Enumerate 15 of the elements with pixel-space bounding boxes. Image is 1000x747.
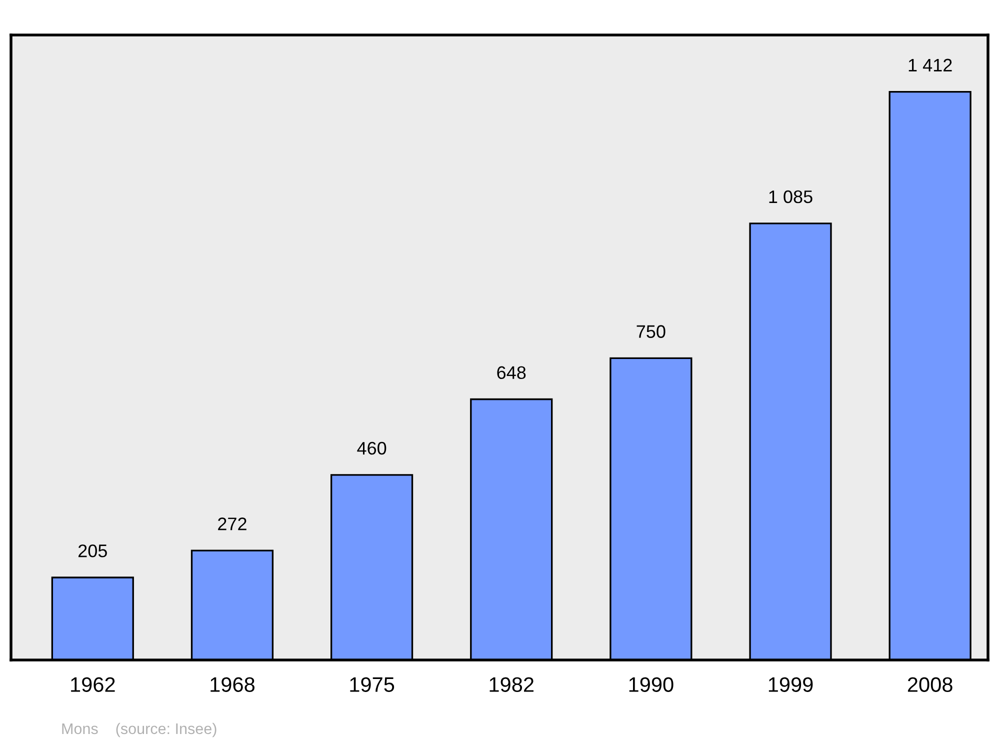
data-label: 1 412	[908, 58, 952, 72]
text: Mons (source: Insee)	[62, 722, 216, 738]
data-label: 750	[636, 325, 666, 338]
x-tick-label: 1962	[71, 677, 115, 692]
data-label: 205	[78, 544, 107, 558]
x-tick-label: 2008	[908, 677, 952, 692]
x-tick-label: 1968	[210, 677, 254, 692]
data-label: 460	[357, 442, 386, 455]
data-label: 272	[218, 518, 246, 530]
data-label: 648	[497, 366, 526, 380]
x-tick-label: 1982	[490, 677, 534, 692]
data-label: 1 085	[769, 190, 812, 204]
x-tick-label: 1990	[629, 677, 674, 692]
x-tick-label: 1999	[768, 677, 813, 692]
x-tick-label: 1975	[350, 677, 394, 692]
